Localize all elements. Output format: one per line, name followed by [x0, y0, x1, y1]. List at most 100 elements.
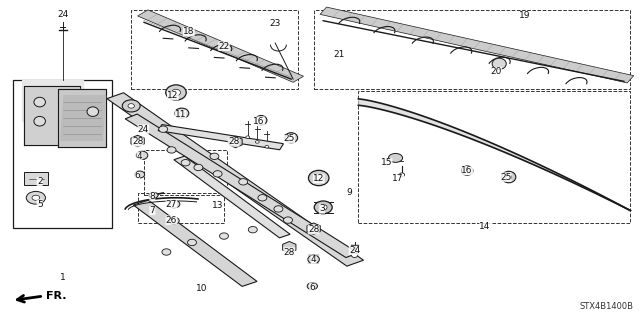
Ellipse shape: [172, 89, 180, 96]
Text: 1: 1: [60, 273, 65, 282]
Ellipse shape: [388, 153, 403, 162]
Text: 21: 21: [333, 50, 345, 59]
Text: 9: 9: [346, 189, 351, 197]
Text: 20: 20: [490, 67, 502, 76]
Ellipse shape: [167, 147, 176, 153]
Text: 10: 10: [196, 284, 207, 293]
Ellipse shape: [162, 249, 171, 255]
Ellipse shape: [308, 255, 319, 263]
Text: 16: 16: [461, 166, 473, 175]
Ellipse shape: [308, 170, 329, 186]
Ellipse shape: [229, 139, 238, 146]
Ellipse shape: [319, 204, 327, 210]
Text: 19: 19: [519, 11, 531, 20]
Ellipse shape: [265, 145, 269, 148]
Polygon shape: [24, 86, 80, 145]
Ellipse shape: [502, 171, 516, 183]
Polygon shape: [174, 156, 290, 238]
Ellipse shape: [169, 217, 179, 224]
Ellipse shape: [307, 283, 317, 290]
Text: 5: 5: [37, 200, 42, 209]
Text: 17: 17: [392, 174, 404, 183]
Text: 3: 3: [319, 204, 324, 213]
Text: FR.: FR.: [46, 291, 67, 301]
Text: 8: 8: [150, 192, 155, 201]
Polygon shape: [24, 172, 48, 185]
Text: 4: 4: [137, 152, 142, 161]
Ellipse shape: [258, 195, 267, 201]
Text: 11: 11: [175, 110, 186, 119]
Text: 16: 16: [253, 117, 265, 126]
Polygon shape: [61, 96, 106, 140]
Text: 28: 28: [228, 137, 239, 146]
Ellipse shape: [149, 192, 158, 198]
Ellipse shape: [239, 179, 248, 185]
Ellipse shape: [285, 133, 298, 143]
Polygon shape: [138, 10, 303, 82]
Polygon shape: [58, 89, 106, 147]
Text: 2: 2: [37, 177, 42, 186]
Ellipse shape: [289, 136, 294, 140]
Text: 12: 12: [167, 91, 179, 100]
Ellipse shape: [122, 100, 140, 112]
Ellipse shape: [166, 85, 186, 100]
Ellipse shape: [461, 166, 473, 175]
Ellipse shape: [34, 97, 45, 107]
Ellipse shape: [168, 200, 180, 208]
Text: 24: 24: [138, 125, 149, 134]
Ellipse shape: [194, 164, 203, 171]
Ellipse shape: [351, 253, 358, 257]
Text: 12: 12: [313, 174, 324, 183]
Ellipse shape: [210, 153, 219, 160]
Ellipse shape: [128, 104, 134, 108]
Polygon shape: [307, 223, 320, 234]
Ellipse shape: [506, 175, 512, 179]
Text: 24: 24: [349, 246, 360, 255]
Text: STX4B1400B: STX4B1400B: [580, 302, 634, 311]
Ellipse shape: [314, 175, 323, 181]
Text: 28: 28: [308, 225, 319, 234]
Ellipse shape: [284, 217, 292, 223]
Ellipse shape: [32, 195, 40, 200]
Text: 23: 23: [269, 19, 281, 28]
Text: 6: 6: [134, 171, 140, 180]
Ellipse shape: [399, 173, 404, 177]
Ellipse shape: [136, 151, 148, 160]
Polygon shape: [131, 135, 144, 147]
Ellipse shape: [159, 126, 168, 132]
Ellipse shape: [213, 171, 222, 177]
Ellipse shape: [255, 141, 259, 143]
Polygon shape: [125, 114, 358, 257]
Text: 18: 18: [183, 27, 195, 36]
Text: 25: 25: [284, 134, 295, 143]
Ellipse shape: [179, 111, 184, 115]
Text: 22: 22: [218, 42, 230, 51]
Polygon shape: [133, 200, 257, 286]
Polygon shape: [22, 80, 83, 121]
Text: 26: 26: [166, 216, 177, 225]
Ellipse shape: [255, 115, 267, 125]
Ellipse shape: [188, 239, 196, 246]
Polygon shape: [107, 93, 364, 266]
Ellipse shape: [220, 233, 228, 239]
Ellipse shape: [274, 206, 283, 212]
Ellipse shape: [248, 226, 257, 233]
Polygon shape: [320, 7, 634, 83]
Text: 27: 27: [166, 200, 177, 209]
Text: 6: 6: [310, 283, 315, 292]
Text: 28: 28: [132, 137, 143, 146]
Text: 13: 13: [212, 201, 223, 210]
Ellipse shape: [492, 58, 506, 70]
Ellipse shape: [87, 107, 99, 116]
Text: 7: 7: [150, 206, 155, 215]
Ellipse shape: [314, 201, 332, 214]
Ellipse shape: [34, 116, 45, 126]
Text: 4: 4: [311, 256, 316, 264]
Ellipse shape: [246, 136, 250, 138]
Ellipse shape: [175, 108, 189, 118]
Ellipse shape: [26, 191, 45, 204]
Polygon shape: [283, 241, 296, 253]
Polygon shape: [158, 124, 284, 150]
Ellipse shape: [181, 160, 190, 166]
Text: 14: 14: [479, 222, 491, 231]
